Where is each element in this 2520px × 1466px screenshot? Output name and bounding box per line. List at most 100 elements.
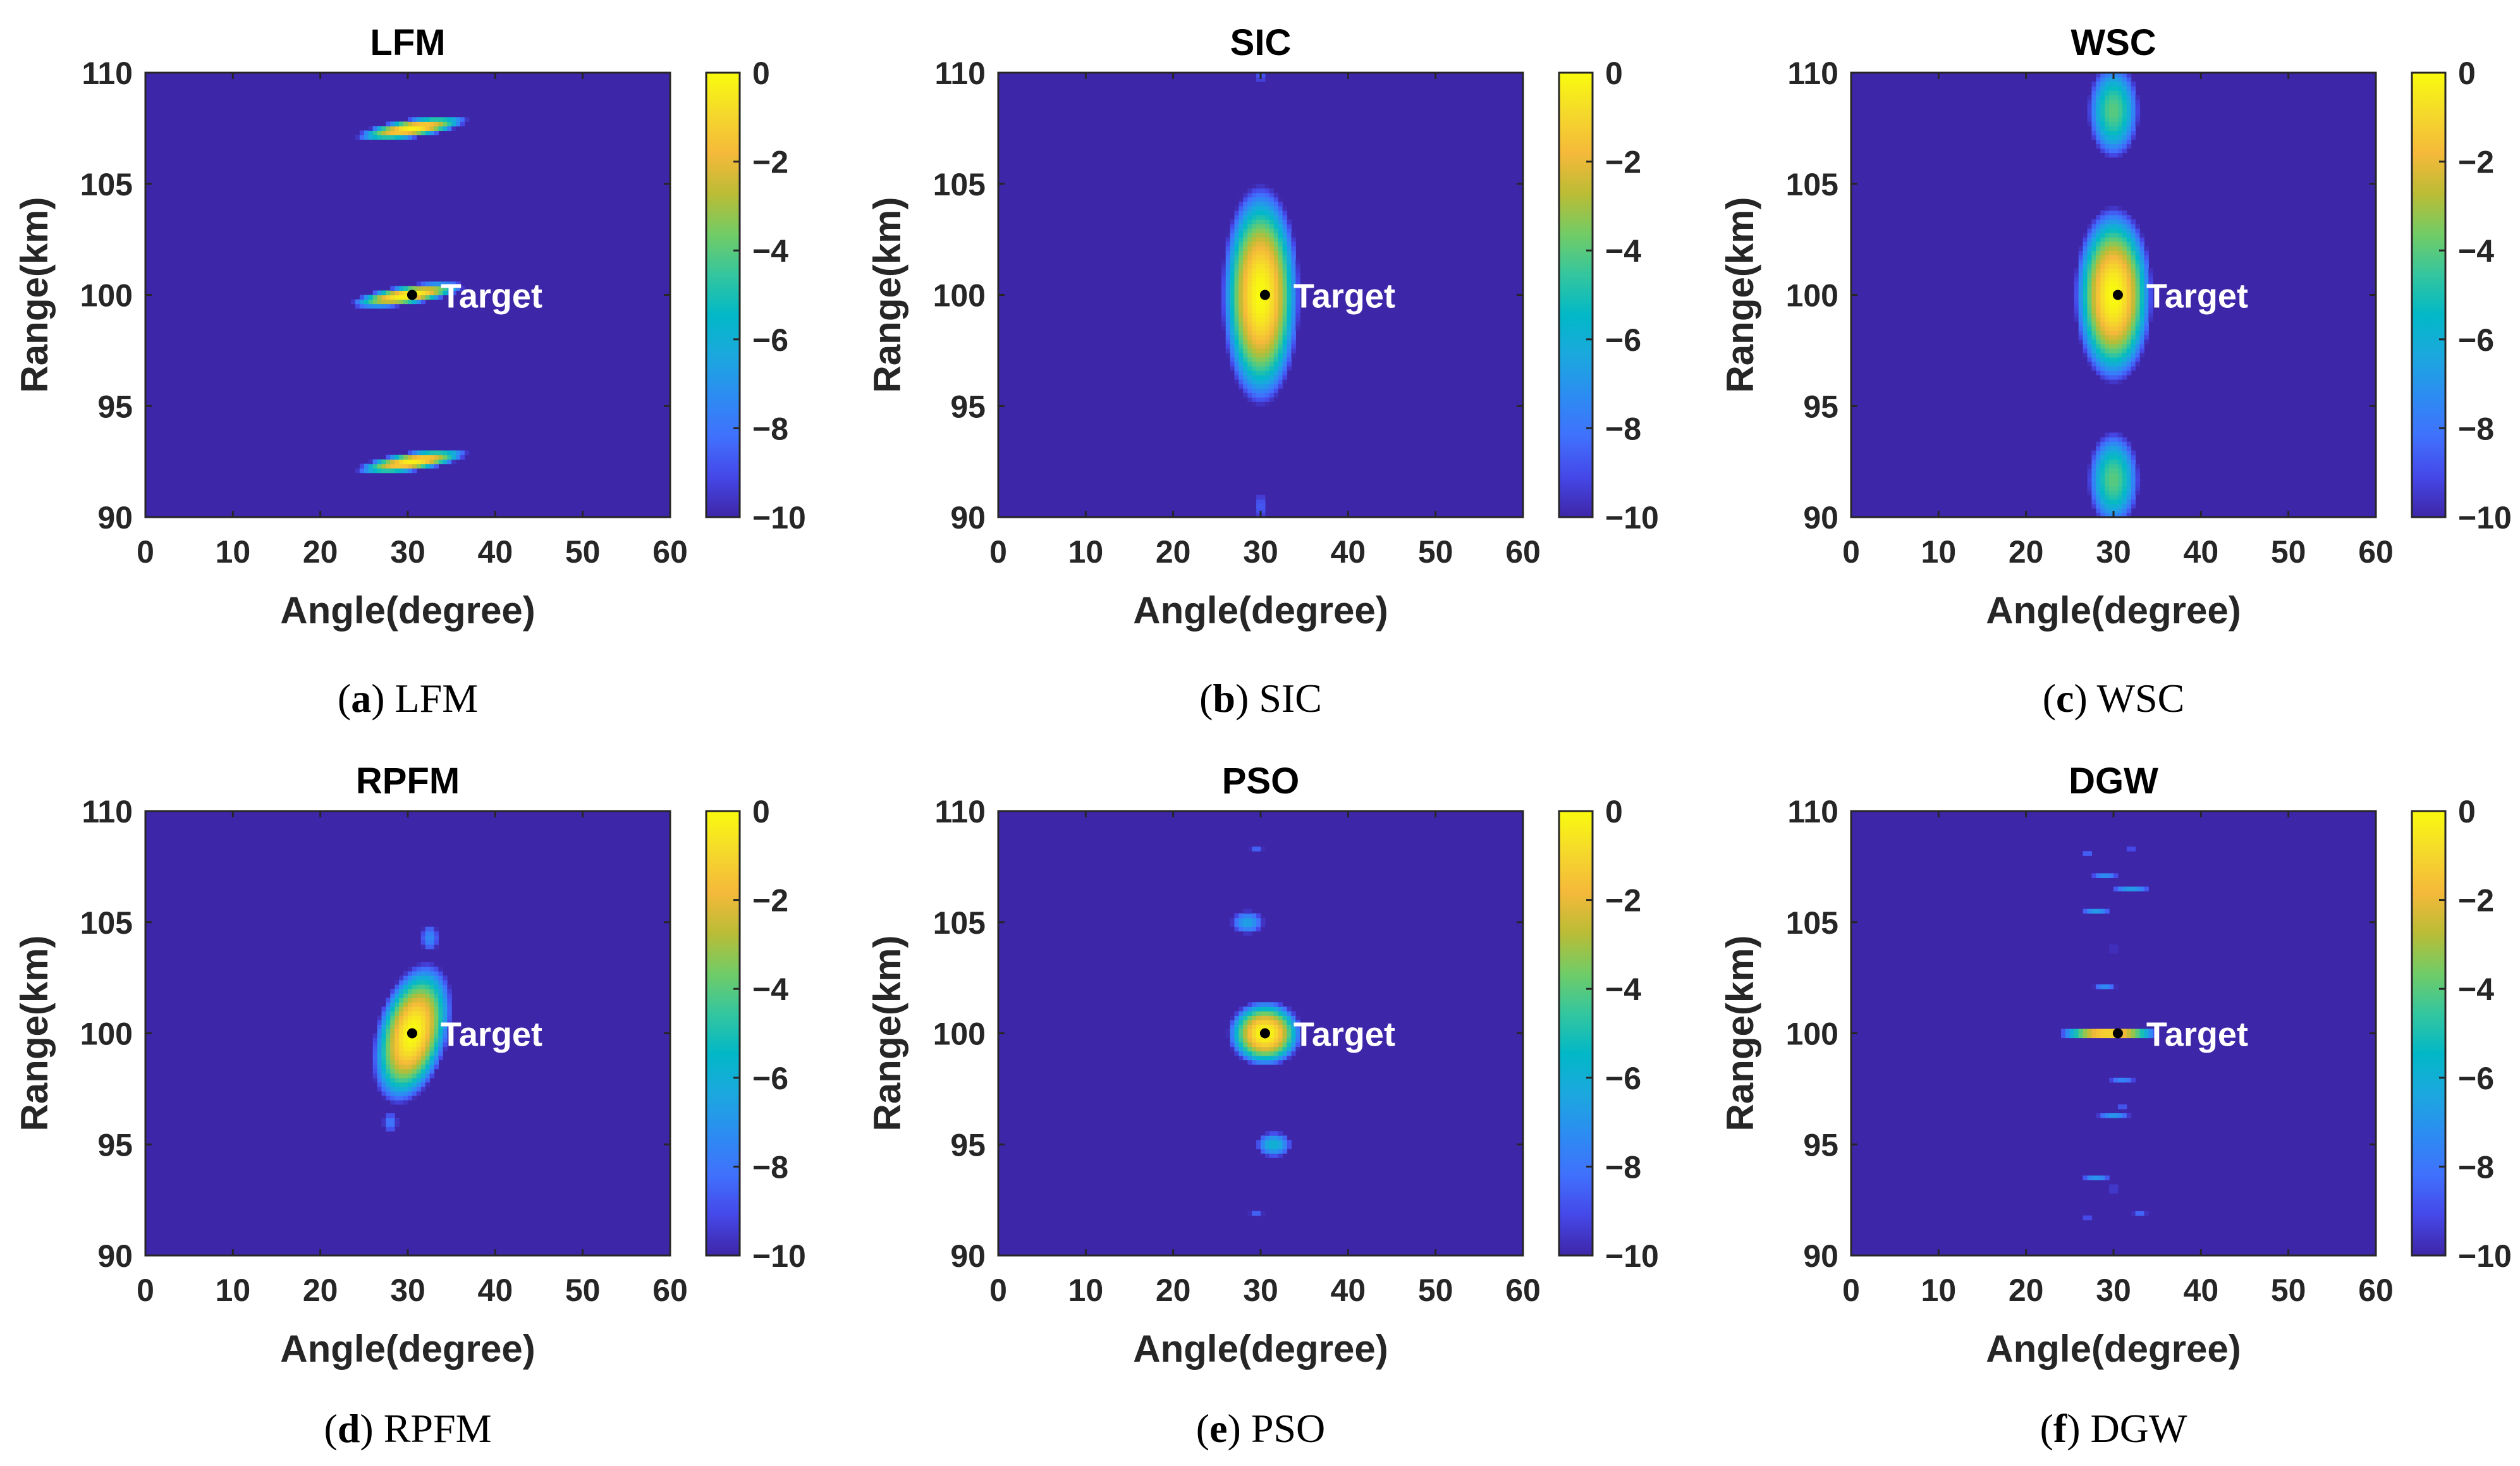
heatmap-cell: [2100, 139, 2105, 144]
heatmap-cell: [386, 1060, 391, 1065]
heatmap-cell: [2074, 312, 2079, 318]
heatmap-cell: [1221, 268, 1226, 273]
heatmap-cell: [403, 1006, 408, 1011]
heatmap-cell: [420, 980, 426, 985]
heatmap-cell: [1282, 330, 1288, 336]
heatmap-cell: [1273, 384, 1279, 389]
heatmap-cell: [1243, 334, 1248, 340]
heatmap-cell: [2117, 233, 2123, 238]
heatmap-cell: [425, 463, 431, 469]
heatmap-cell: [425, 1011, 431, 1016]
heatmap-cell: [2135, 268, 2141, 273]
heatmap-cell: [2144, 277, 2149, 282]
heatmap-cell: [2126, 90, 2132, 95]
heatmap-cell: [1247, 1046, 1252, 1052]
heatmap-cell: [2113, 303, 2119, 309]
heatmap-cell: [1261, 246, 1266, 251]
heatmap-cell: [2135, 99, 2141, 104]
heatmap-cell: [2117, 205, 2123, 211]
heatmap-cell: [2126, 268, 2132, 273]
heatmap-cell: [2139, 290, 2144, 296]
heatmap-cell: [2096, 370, 2101, 376]
heatmap-cell: [2109, 255, 2114, 260]
heatmap-cell: [2087, 490, 2092, 496]
heatmap-cell: [2122, 375, 2127, 380]
heatmap-cell: [390, 1002, 395, 1007]
heatmap-cell: [386, 1055, 391, 1061]
heatmap-cell: [1278, 1131, 1283, 1136]
heatmap-cell: [443, 984, 448, 989]
heatmap-cell: [447, 450, 452, 456]
heatmap-cell: [1269, 205, 1275, 211]
heatmap-cell: [2117, 441, 2123, 447]
heatmap-cell: [2091, 357, 2096, 362]
heatmap-cell: [2139, 246, 2144, 251]
heatmap-cell: [2074, 295, 2079, 300]
heatmap-cell: [2153, 1029, 2158, 1034]
heatmap-cell: [364, 299, 369, 305]
heatmap-cell: [1278, 1020, 1283, 1025]
heatmap-cell: [1252, 317, 1257, 322]
heatmap-cell: [1291, 250, 1296, 255]
heatmap-cell: [1252, 272, 1257, 278]
heatmap-cell: [1264, 330, 1270, 336]
heatmap-cell: [2113, 224, 2119, 229]
heatmap-cell: [2135, 326, 2141, 331]
heatmap-cell: [1247, 846, 1252, 852]
heatmap-cell: [1273, 339, 1279, 345]
heatmap-cell: [434, 290, 439, 296]
heatmap-cell: [2148, 281, 2153, 286]
heatmap-cell: [2117, 215, 2123, 220]
heatmap-cell: [2074, 281, 2079, 286]
heatmap-cell: [403, 299, 408, 305]
heatmap-cell: [2083, 277, 2088, 282]
heatmap-cell: [386, 303, 391, 309]
heatmap-cell: [1278, 277, 1283, 282]
heatmap-cell: [2087, 908, 2092, 914]
heatmap-cell: [1278, 1011, 1283, 1016]
heatmap-cell: [1243, 192, 1248, 198]
heatmap-cell: [408, 989, 413, 994]
heatmap-cell: [420, 967, 426, 972]
heatmap-cell: [425, 1020, 431, 1025]
heatmap-cell: [403, 1020, 408, 1025]
heatmap-cell: [2148, 268, 2153, 273]
heatmap-cell: [386, 295, 391, 300]
heatmap-cell: [2087, 361, 2092, 367]
heatmap-cell: [1230, 237, 1235, 242]
heatmap-cell: [2083, 330, 2088, 336]
heatmap-cell: [2113, 152, 2119, 158]
x-tick-label: 60: [2358, 534, 2394, 570]
heatmap-cell: [438, 295, 443, 300]
heatmap-cell: [1269, 330, 1275, 336]
heatmap-cell: [2091, 494, 2096, 500]
heatmap-cell: [381, 1082, 386, 1087]
heatmap-cell: [2105, 481, 2110, 487]
heatmap-cell: [408, 1002, 413, 1007]
x-tick-label: 0: [137, 534, 154, 570]
heatmap-cell: [1239, 281, 1244, 286]
heatmap-cell: [2100, 348, 2105, 353]
heatmap-cell: [1247, 352, 1252, 358]
heatmap-cell: [399, 126, 404, 131]
heatmap-cell: [2122, 95, 2127, 100]
heatmap-cell: [1282, 250, 1288, 255]
heatmap-cell: [420, 286, 426, 291]
heatmap-cell: [2078, 246, 2084, 251]
heatmap-cell: [416, 1060, 422, 1065]
heatmap-cell: [2122, 312, 2127, 318]
heatmap-cell: [1256, 77, 1261, 82]
heatmap-cell: [412, 450, 417, 456]
heatmap-cell: [1239, 228, 1244, 233]
heatmap-cell: [2135, 95, 2141, 100]
heatmap-cell: [2105, 277, 2110, 282]
heatmap-cell: [420, 299, 426, 305]
heatmap-cell: [403, 1042, 408, 1048]
heatmap-cell: [2083, 290, 2088, 296]
heatmap-cell: [2144, 295, 2149, 300]
caption-paren-close: ): [1228, 1406, 1251, 1451]
heatmap-cell: [1269, 224, 1275, 229]
heatmap-cell: [2096, 139, 2101, 144]
heatmap-cell: [2113, 121, 2119, 126]
heatmap-cell: [434, 1024, 439, 1029]
